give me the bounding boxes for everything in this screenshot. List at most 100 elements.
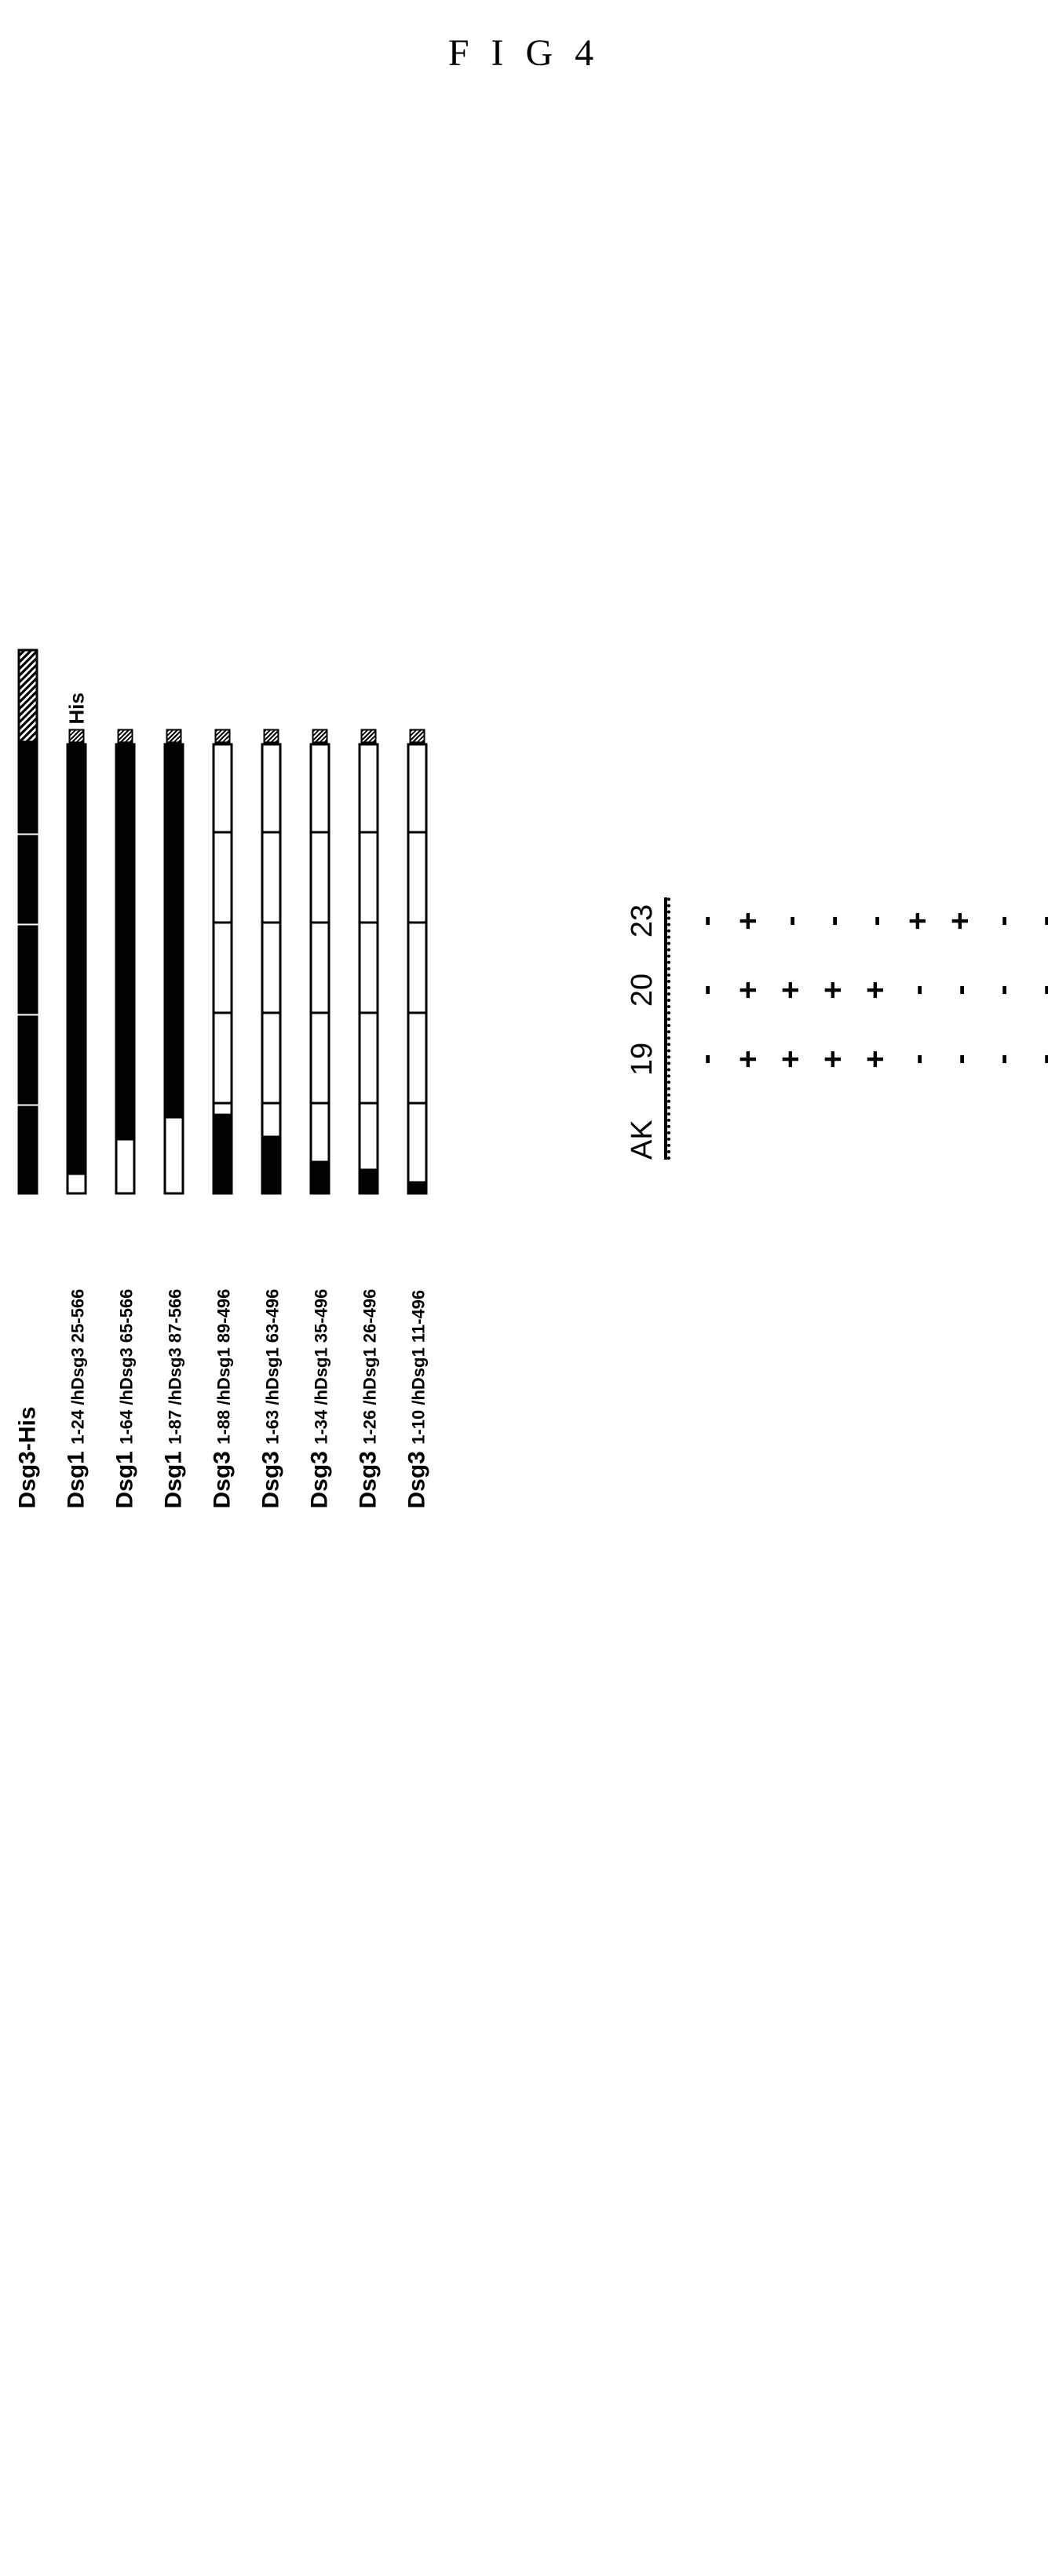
ak-row: --- (685, 897, 727, 1160)
ak-row: --+ (896, 897, 939, 1160)
construct-label: Dsg1 1-24 /hDsg3 25-566 (64, 1195, 90, 1509)
ak-label: AK (626, 1105, 659, 1160)
construct-row: Dsg3 1-88 /hDsg1 89-496 (211, 649, 235, 1509)
ak-header: AK192023 (626, 897, 667, 1160)
bar-segment (18, 1014, 38, 1105)
bar-segment (407, 1105, 428, 1184)
construct-label: Dsg3 1-10 /hDsg1 11-496 (404, 1195, 431, 1509)
ak-cell: - (1028, 966, 1048, 1014)
ak-cell: - (943, 1036, 978, 1083)
ak-cell: - (1028, 897, 1048, 945)
bar-segment (261, 924, 282, 1014)
ak-cell: + (858, 1036, 893, 1083)
bar-segment (310, 1105, 330, 1164)
ak-cell: + (816, 966, 851, 1014)
ak-row: ++- (769, 897, 812, 1160)
construct-label: Dsg3 1-34 /hDsg1 35-496 (307, 1195, 334, 1509)
bar-segment (18, 744, 38, 834)
bar-segment (18, 834, 38, 924)
bar-segment (359, 1171, 379, 1195)
ak-cell: + (900, 897, 936, 945)
bar-segment (261, 1138, 282, 1195)
ak-row: --+ (939, 897, 981, 1160)
ak-cell: + (943, 897, 978, 945)
construct-row: Dsg1 1-24 /hDsg3 25-566 His (65, 649, 89, 1509)
his-tag (215, 729, 231, 744)
bar-segment (310, 1014, 330, 1105)
bar-segment (213, 834, 233, 924)
construct-bar (115, 729, 136, 1195)
construct-bar: His (67, 692, 87, 1194)
construct-label: Dsg3 1-63 /hDsg1 63-496 (258, 1195, 285, 1509)
bar-segment (359, 924, 379, 1014)
his-tag (312, 729, 328, 744)
construct-bar (18, 649, 38, 1195)
bar-segment (359, 1014, 379, 1105)
bar-segment (310, 924, 330, 1014)
ak-row: ++- (812, 897, 854, 1160)
construct-diagram: EC1EC2EC3EC4EC5cHisDsg1-HisDsg3-HisDsg1 … (0, 649, 429, 1509)
ak-cell: + (773, 1036, 809, 1083)
construct-row: Dsg1 1-64 /hDsg3 65-566 (114, 649, 137, 1509)
bar-segment (213, 924, 233, 1014)
bar-segment (18, 1105, 38, 1195)
ak-row: + + + (727, 897, 769, 1160)
bar-segment (310, 834, 330, 924)
bar-segment (407, 924, 428, 1014)
ak-divider-dotted (667, 897, 670, 1160)
bar-segment (213, 1014, 233, 1105)
construct-label: Dsg3 1-88 /hDsg1 89-496 (210, 1195, 236, 1509)
ak-row: + + - (854, 897, 896, 1160)
ak-table: AK192023---+++++-++-++---+--+--------- (626, 897, 1048, 1160)
construct-row: Dsg3-His (16, 649, 40, 1509)
bar-segment (67, 744, 87, 1173)
construct-bar (310, 729, 330, 1195)
bar-segment (359, 744, 379, 834)
ak-column-header: 20 (626, 966, 659, 1014)
bar-segment (164, 744, 184, 1116)
bar-segment (18, 924, 38, 1014)
his-tag (264, 729, 279, 744)
ak-cell: - (816, 897, 851, 945)
his-tag (69, 729, 85, 744)
construct-row: Dsg1 1-87 /hDsg3 87-566 (162, 649, 186, 1509)
ak-cell: - (985, 897, 1021, 945)
bar-segment (310, 1164, 330, 1195)
bar-segment (115, 1138, 136, 1195)
bar-segment (261, 1105, 282, 1138)
construct-row: Dsg3 1-26 /hDsg1 26-496 (357, 649, 381, 1509)
ak-cell: + (731, 897, 766, 945)
bar-segment (261, 834, 282, 924)
construct-row: Dsg3 1-63 /hDsg1 63-496 (260, 649, 283, 1509)
construct-bar (164, 729, 184, 1195)
bar-segment (213, 1116, 233, 1195)
ak-cell: + (731, 966, 766, 1014)
bar-segment (359, 834, 379, 924)
bar-segment (407, 1014, 428, 1105)
ak-cell: - (985, 1036, 1021, 1083)
bar-segment (67, 1173, 87, 1195)
his-tag (361, 729, 377, 744)
bar-segment (407, 744, 428, 834)
construct-bar (213, 729, 233, 1195)
ak-cell: - (858, 897, 893, 945)
his-tag (410, 729, 425, 744)
construct-bar (359, 729, 379, 1195)
ak-cell: + (773, 966, 809, 1014)
figure-title: F I G 4 (16, 31, 1032, 75)
bar-segment (261, 744, 282, 834)
ak-cell: + (731, 1036, 766, 1083)
construct-label: Dsg1 1-87 /hDsg3 87-566 (161, 1195, 188, 1509)
ak-cell: + (858, 966, 893, 1014)
bar-segment (407, 1184, 428, 1195)
his-tag (18, 649, 38, 744)
construct-row: Dsg3 1-10 /hDsg1 11-496 (406, 649, 429, 1509)
bar-segment (359, 1105, 379, 1171)
ak-cell: - (1028, 1036, 1048, 1083)
ak-cell: - (985, 966, 1021, 1014)
bar-segment (407, 834, 428, 924)
bar-segment (310, 744, 330, 834)
his-inline-label: His (64, 692, 89, 724)
his-tag (118, 729, 133, 744)
bar-segment (213, 744, 233, 834)
